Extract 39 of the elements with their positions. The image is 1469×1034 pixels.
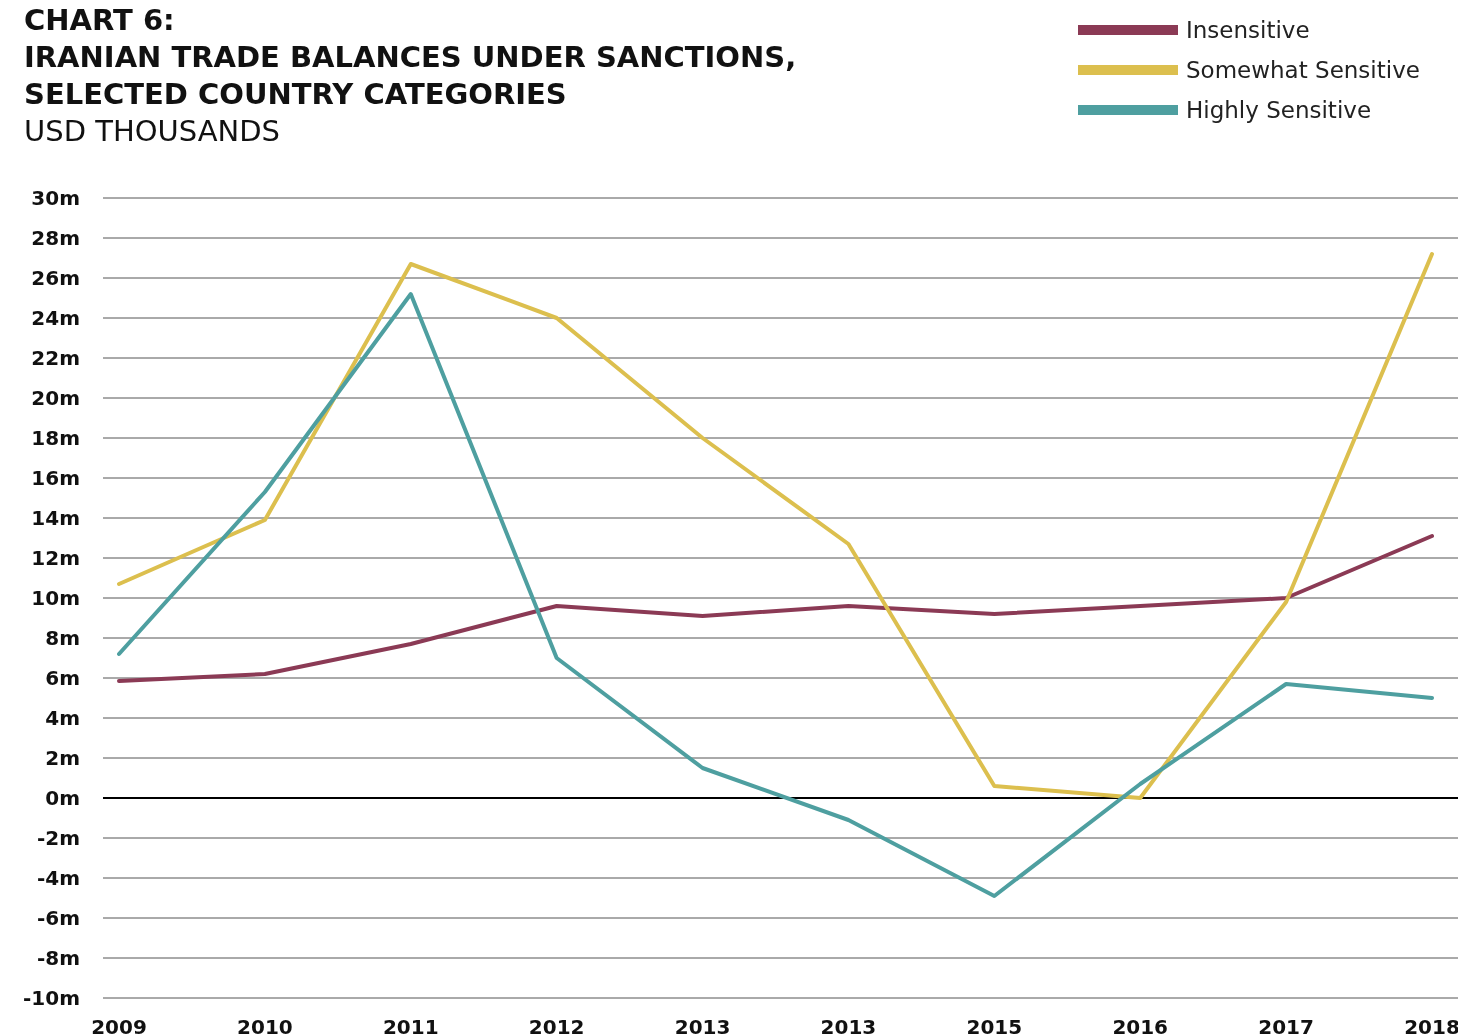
y-tick-label: -2m — [36, 826, 80, 850]
y-tick-label: 12m — [31, 546, 80, 570]
line-series — [117, 252, 1434, 800]
y-tick-label: 26m — [31, 266, 80, 290]
x-tick-label: 2015 — [966, 1015, 1023, 1034]
y-tick-label: 16m — [31, 466, 80, 490]
y-tick-label: 20m — [31, 386, 80, 410]
y-tick-label: 14m — [31, 506, 80, 530]
line-series — [117, 292, 1434, 898]
y-tick-label: 2m — [45, 746, 80, 770]
y-tick-label: -4m — [36, 866, 80, 890]
x-tick-label: 2010 — [237, 1015, 293, 1034]
y-tick-label: 24m — [31, 306, 80, 330]
x-tick-label: 2009 — [91, 1015, 147, 1034]
y-tick-label: -10m — [23, 986, 80, 1010]
x-tick-label: 2018 — [1404, 1015, 1460, 1034]
line-series — [117, 534, 1434, 683]
chart-title: CHART 6: IRANIAN TRADE BALANCES UNDER SANCTIONS, SELECTED COUNTRY CATEGORIES — [24, 3, 797, 111]
y-tick-label: 8m — [45, 626, 80, 650]
y-tick-label: 0m — [45, 786, 80, 810]
x-tick-label: 2013 — [674, 1015, 731, 1034]
y-tick-label: 22m — [31, 346, 80, 370]
legend-label: Highly Sensitive — [1186, 97, 1372, 124]
y-tick-label: 10m — [31, 586, 80, 610]
y-tick-label: -8m — [36, 946, 80, 970]
x-tick-label: 2016 — [1112, 1015, 1169, 1034]
x-tick-label: 2013 — [820, 1015, 877, 1034]
y-tick-label: 28m — [31, 226, 80, 250]
y-tick-label: -6m — [36, 906, 80, 930]
legend-label: Insensitive — [1186, 17, 1310, 44]
y-tick-label: 18m — [31, 426, 80, 450]
y-tick-label: 6m — [45, 666, 80, 690]
y-tick-label: 4m — [45, 706, 80, 730]
chart-subtitle: USD THOUSANDS — [24, 114, 280, 148]
legend-label: Somewhat Sensitive — [1186, 57, 1420, 84]
y-tick-label: 30m — [31, 186, 80, 210]
x-tick-label: 2012 — [528, 1015, 585, 1034]
x-tick-label: 2017 — [1258, 1015, 1314, 1034]
x-tick-label: 2011 — [382, 1015, 439, 1034]
